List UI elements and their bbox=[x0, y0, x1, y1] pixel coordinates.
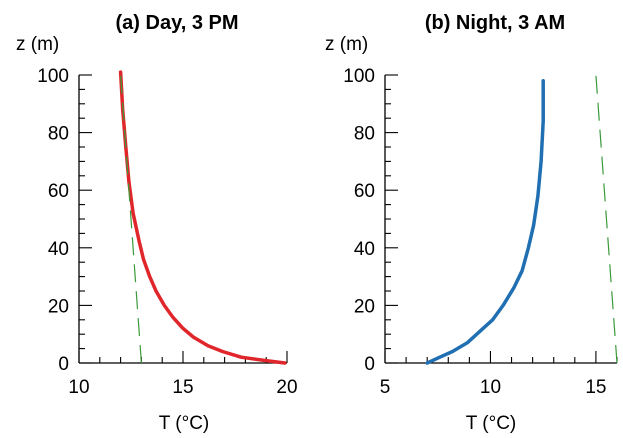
x-tick-label: 15 bbox=[172, 377, 193, 398]
axes: 0 20 40 60 80 100 10 15 20 bbox=[37, 66, 297, 398]
temperature-profile-line bbox=[118, 70, 287, 365]
x-tick-label: 10 bbox=[480, 377, 501, 398]
series-group bbox=[425, 74, 618, 365]
temperature-profile-line bbox=[425, 79, 545, 365]
panel-day: (a) Day, 3 PM z (m) T (°C) 0 20 40 60 80 100 1… bbox=[16, 12, 298, 434]
reference-dashed-line bbox=[120, 74, 142, 364]
series-group bbox=[118, 70, 287, 365]
y-tick-label: 60 bbox=[354, 181, 375, 202]
reference-dashed-line bbox=[595, 74, 618, 364]
y-tick-label: 0 bbox=[58, 354, 69, 375]
y-tick-label: 100 bbox=[37, 66, 69, 87]
y-tick-label: 100 bbox=[343, 66, 375, 87]
y-tick-label: 20 bbox=[48, 296, 69, 317]
chart-title: (a) Day, 3 PM bbox=[116, 12, 239, 34]
x-tick-label: 10 bbox=[68, 377, 89, 398]
y-tick-label: 40 bbox=[354, 239, 375, 260]
x-tick-label: 20 bbox=[276, 377, 297, 398]
x-axis-label: T (°C) bbox=[466, 413, 517, 434]
x-tick-label: 15 bbox=[585, 377, 606, 398]
axes: 0 20 40 60 80 100 5 10 15 bbox=[343, 66, 618, 398]
y-tick-label: 80 bbox=[48, 124, 69, 145]
y-axis-label: z (m) bbox=[325, 34, 368, 55]
y-tick-label: 60 bbox=[48, 181, 69, 202]
y-tick-label: 20 bbox=[354, 296, 375, 317]
y-axis-label: z (m) bbox=[16, 34, 59, 55]
chart-title: (b) Night, 3 AM bbox=[425, 12, 565, 34]
y-tick-label: 40 bbox=[48, 239, 69, 260]
x-axis-label: T (°C) bbox=[159, 413, 210, 434]
panel-night: (b) Night, 3 AM z (m) T (°C) 0 20 40 60 80 10… bbox=[325, 12, 618, 434]
x-tick-label: 5 bbox=[380, 377, 391, 398]
y-tick-label: 80 bbox=[354, 124, 375, 145]
y-tick-label: 0 bbox=[364, 354, 375, 375]
